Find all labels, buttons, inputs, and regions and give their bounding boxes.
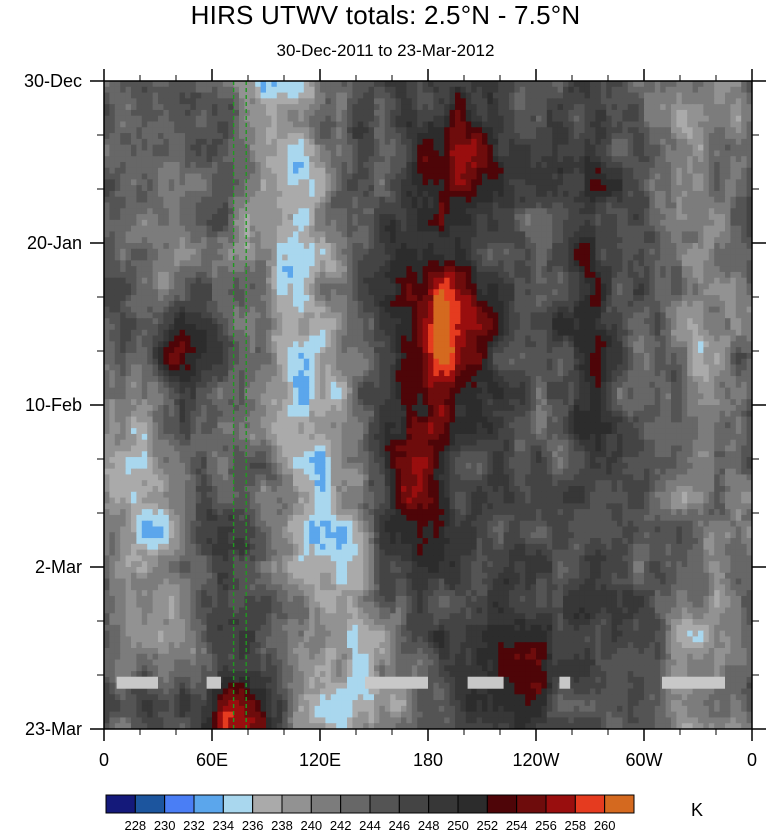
colorbar-tick-label: 252	[476, 818, 498, 830]
colorbar-swatch	[252, 794, 283, 814]
colorbar-tick-label: 232	[183, 818, 205, 830]
colorbar-swatch	[340, 794, 371, 814]
missing-data-bar	[467, 676, 504, 689]
x-tick-label: 120W	[512, 750, 559, 770]
x-tick-label: 0	[99, 750, 109, 770]
colorbar-tick-label: 242	[330, 818, 352, 830]
y-tick-label: 23-Mar	[25, 719, 82, 739]
heatmap-field	[104, 81, 752, 729]
x-tick-label: 120E	[299, 750, 341, 770]
chart-subtitle: 30-Dec-2011 to 23-Mar-2012	[276, 41, 495, 60]
colorbar-tick-label: 254	[506, 818, 528, 830]
overlay-layer	[116, 81, 725, 729]
colorbar-unit-label: K	[691, 800, 704, 820]
chart-title: HIRS UTWV totals: 2.5°N - 7.5°N	[190, 0, 581, 30]
missing-data-bar	[116, 676, 158, 689]
missing-data-bar	[662, 676, 725, 689]
colorbar-tick-label: 228	[124, 818, 146, 830]
colorbar-swatch	[193, 794, 224, 814]
colorbar-swatch	[369, 794, 400, 814]
missing-data-bar	[559, 676, 571, 689]
colorbar-swatch	[105, 794, 136, 814]
colorbar-swatch	[574, 794, 606, 814]
colorbar-tick-label: 246	[388, 818, 410, 830]
y-tick-label: 20-Jan	[27, 233, 82, 253]
colorbar-tick-label: 234	[212, 818, 234, 830]
colorbar-swatch	[222, 794, 254, 814]
colorbar-swatch	[164, 794, 195, 814]
colorbar-swatch	[134, 794, 166, 814]
colorbar-swatch	[545, 794, 576, 814]
colorbar-swatch	[486, 794, 518, 814]
colorbar-swatch	[516, 794, 547, 814]
colorbar-tick-label: 256	[535, 818, 557, 830]
axis-ticks: 0 60E 120E 180 120W 60W 0 30-Dec 20-Jan 10-Feb 2-M…	[24, 69, 766, 770]
colorbar-tick-label: 238	[271, 818, 293, 830]
colorbar-swatch	[428, 794, 459, 814]
colorbar-tick-label: 236	[242, 818, 264, 830]
colorbar-tick-label: 244	[359, 818, 381, 830]
x-tick-label: 180	[413, 750, 443, 770]
colorbar-swatch	[457, 794, 488, 814]
colorbar-tick-label: 240	[300, 818, 322, 830]
y-tick-label: 10-Feb	[25, 395, 82, 415]
y-tick-label: 30-Dec	[24, 71, 82, 91]
colorbar-tick-label: 260	[594, 818, 616, 830]
x-tick-label: 60W	[625, 750, 662, 770]
x-tick-label: 0	[747, 750, 757, 770]
colorbar-swatch	[398, 794, 430, 814]
colorbar-swatch	[310, 794, 342, 814]
y-tick-label: 2-Mar	[35, 557, 82, 577]
colorbar-tick-label: 230	[154, 818, 176, 830]
missing-data-bar	[206, 676, 221, 689]
colorbar-swatch	[604, 794, 635, 814]
x-tick-label: 60E	[196, 750, 228, 770]
colorbar-tick-label: 258	[564, 818, 586, 830]
colorbar-tick-label: 250	[447, 818, 469, 830]
missing-data-bar	[365, 676, 428, 689]
colorbar: 228 230 232 234 236 238 240 242 244 246 248 250 252 2…	[105, 794, 635, 830]
colorbar-tick-label: 248	[418, 818, 440, 830]
colorbar-swatch	[281, 794, 312, 814]
